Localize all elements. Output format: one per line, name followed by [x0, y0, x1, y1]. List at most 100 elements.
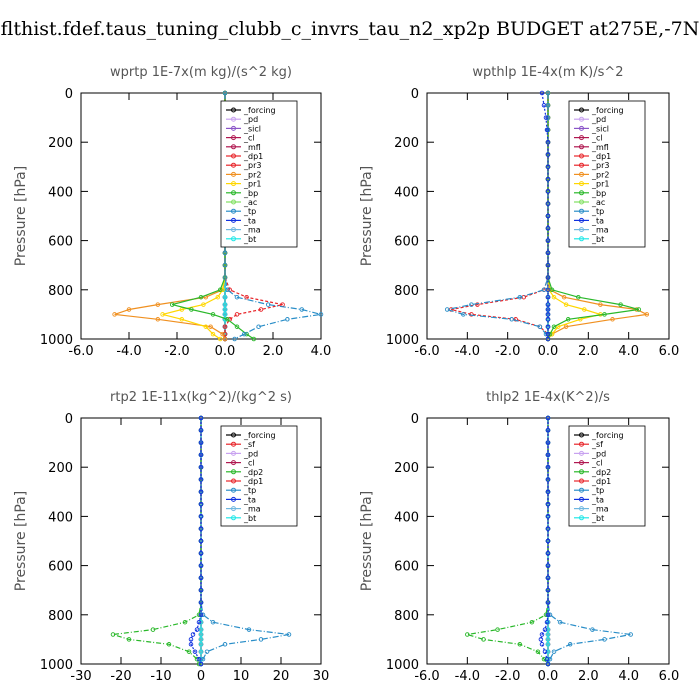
y-tick-label: 200 [394, 461, 419, 476]
data-point [545, 575, 551, 581]
data-point [545, 226, 551, 231]
data-point [545, 164, 551, 170]
data-point [602, 637, 607, 642]
data-point [545, 189, 551, 194]
x-tick-label: 0.0 [538, 669, 559, 684]
series-line-ta [541, 92, 549, 339]
data-point [545, 287, 551, 293]
legend-label: _ta [243, 495, 256, 504]
legend-label: _bt [591, 514, 604, 523]
legend-label: _ma [591, 505, 609, 514]
chart-panel-4: thlp2 1E-4x(K^2)/s Pressure [hPa] -6.0 -4.0… [359, 390, 679, 684]
legend-marker [579, 217, 584, 223]
data-point [545, 477, 551, 482]
legend-marker [579, 144, 584, 150]
data-point [179, 317, 185, 322]
data-point [561, 294, 567, 300]
data-point [198, 452, 204, 458]
data-point [234, 294, 240, 300]
legend-marker [579, 236, 584, 242]
data-point [204, 649, 210, 654]
legend-label: _bt [243, 514, 256, 523]
x-tick-label: -6.0 [414, 669, 439, 684]
y-tick-label: 1000 [40, 658, 73, 673]
data-point [217, 287, 223, 293]
data-point [179, 307, 185, 312]
data-point [169, 302, 175, 307]
data-point [126, 637, 132, 642]
x-tick-label: 0.0 [215, 344, 236, 359]
data-point [198, 477, 204, 482]
data-point [545, 642, 551, 647]
legend-label: _pr2 [243, 170, 261, 179]
x-tick-label: -4.0 [455, 669, 480, 684]
x-tick-label: 4.0 [311, 344, 332, 359]
data-point [618, 302, 623, 307]
data-point [551, 324, 557, 329]
legend-marker [231, 496, 236, 502]
legend-marker [579, 478, 584, 484]
data-point [244, 294, 249, 300]
data-point [545, 440, 551, 445]
legend-label: _forcing [243, 431, 276, 440]
data-point [258, 637, 264, 642]
data-point [590, 627, 595, 632]
chart-panel-2: wpthlp 1E-4x(m K)/s^2 Pressure [hPa] -6.0 -… [359, 65, 679, 359]
legend-label: _dp2 [591, 468, 611, 477]
data-point [112, 312, 117, 317]
data-point [495, 627, 500, 632]
legend-label: _pr2 [591, 170, 609, 179]
data-point [196, 661, 202, 667]
y-tick-label: 800 [48, 284, 73, 299]
x-tick-label: -30 [70, 669, 91, 684]
data-point [256, 324, 261, 329]
legend-label: _bp [591, 189, 606, 198]
legend-label: _ma [243, 505, 261, 514]
legend-label: _forcing [591, 431, 624, 440]
data-point [545, 307, 551, 312]
data-point [222, 307, 228, 312]
legend-marker [231, 217, 236, 223]
data-point [222, 302, 228, 307]
legend-label: _tp [243, 207, 256, 216]
data-point [545, 250, 551, 256]
y-tick-label: 200 [394, 136, 419, 151]
legend-marker [579, 135, 584, 141]
data-point [198, 538, 204, 544]
data-point [545, 538, 551, 544]
data-point [182, 619, 188, 625]
data-point [542, 649, 548, 654]
x-tick-label: -2.0 [495, 669, 520, 684]
legend-label: _ac [243, 198, 257, 207]
y-tick-label: 1000 [386, 658, 419, 673]
data-point [539, 90, 545, 96]
data-point [545, 627, 551, 632]
panel-title: thlp2 1E-4x(K^2)/s [486, 390, 610, 405]
panel-title: rtp2 1E-11x(kg^2)/(kg^2 s) [110, 390, 292, 405]
data-point [539, 642, 545, 647]
data-point [198, 642, 204, 647]
data-point [208, 324, 213, 329]
x-tick-label: 2.0 [263, 344, 284, 359]
y-tick-label: 0 [65, 87, 73, 102]
legend-marker [231, 181, 236, 187]
legend-label: _sicl [591, 124, 609, 133]
y-tick-label: 200 [48, 461, 73, 476]
data-point [557, 619, 563, 625]
x-tick-label: 4.0 [618, 344, 639, 359]
series-line-ta [190, 418, 202, 665]
data-point [545, 600, 551, 605]
data-point [545, 213, 551, 219]
data-point [544, 656, 550, 662]
legend-marker [579, 153, 584, 159]
x-tick-label: -6.0 [68, 344, 93, 359]
data-point [222, 275, 228, 280]
data-point [203, 324, 209, 329]
data-point [217, 336, 223, 342]
data-point [198, 294, 204, 300]
data-point [222, 294, 228, 300]
data-point [469, 312, 474, 317]
data-point [461, 312, 466, 317]
data-point [545, 452, 551, 458]
data-point [222, 262, 228, 268]
